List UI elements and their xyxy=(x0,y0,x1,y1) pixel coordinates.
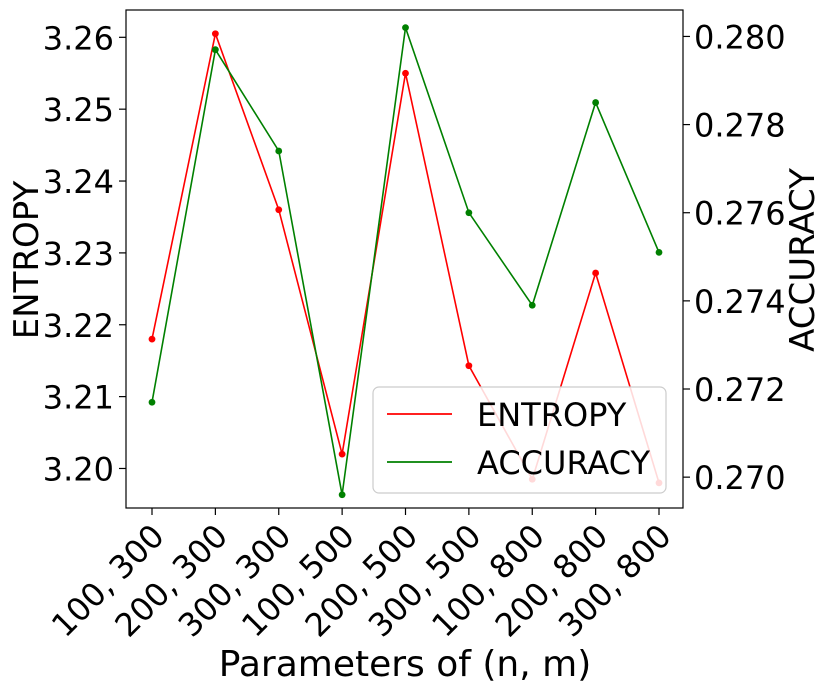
accuracy-point xyxy=(275,147,283,155)
right-tick-label: 0.270 xyxy=(694,459,786,497)
legend-entry-entropy: ENTROPY xyxy=(477,396,627,434)
right-tick-label: 0.276 xyxy=(694,195,786,233)
left-tick-label: 3.23 xyxy=(43,235,114,273)
accuracy-point xyxy=(148,398,156,406)
left-tick-label: 3.22 xyxy=(43,307,114,345)
accuracy-point xyxy=(211,46,219,54)
left-tick-label: 3.25 xyxy=(43,91,114,129)
entropy-point xyxy=(338,450,346,458)
left-axis-label: ENTROPY xyxy=(7,180,47,339)
left-tick-label: 3.26 xyxy=(43,19,114,57)
right-axis-label: ACCURACY xyxy=(783,168,823,352)
left-tick-label: 3.21 xyxy=(43,379,114,417)
entropy-point xyxy=(211,30,219,38)
entropy-point xyxy=(465,362,473,370)
entropy-point xyxy=(592,269,600,277)
accuracy-point xyxy=(338,491,346,499)
right-tick-label: 0.272 xyxy=(694,371,786,409)
accuracy-point xyxy=(592,99,600,106)
accuracy-point xyxy=(655,248,663,256)
accuracy-point xyxy=(402,24,409,32)
left-tick-label: 3.24 xyxy=(43,163,114,201)
plot-area xyxy=(125,9,684,509)
right-tick-label: 0.274 xyxy=(694,283,786,321)
legend-entry-accuracy: ACCURACY xyxy=(477,444,650,482)
x-axis-label: Parameters of (n, m) xyxy=(219,644,592,685)
entropy-point xyxy=(148,335,156,343)
right-tick-label: 0.280 xyxy=(694,18,786,56)
accuracy-point xyxy=(528,301,536,309)
right-tick-label: 0.278 xyxy=(694,107,786,145)
accuracy-point xyxy=(465,209,473,217)
entropy-point xyxy=(275,206,283,214)
left-tick-label: 3.20 xyxy=(43,450,114,488)
entropy-point xyxy=(402,69,409,77)
